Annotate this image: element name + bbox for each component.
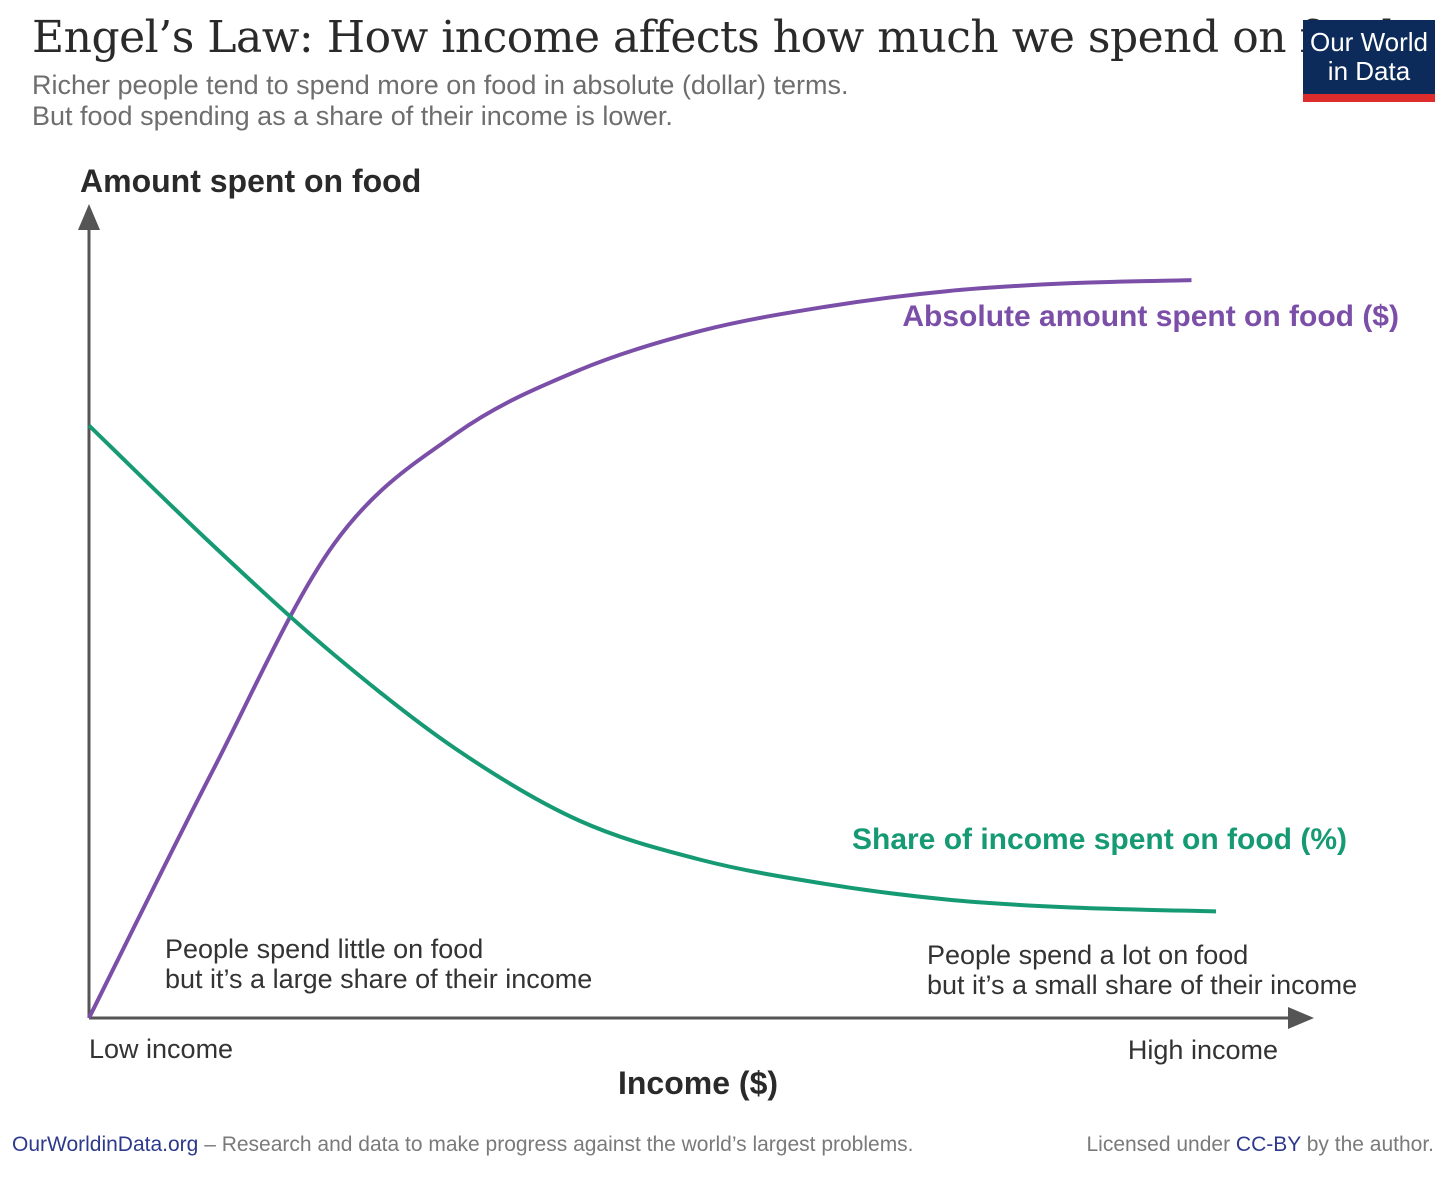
y-axis-label: Amount spent on food — [80, 163, 421, 199]
subtitle-line-2: But food spending as a share of their in… — [32, 101, 673, 131]
license-link[interactable]: CC-BY — [1235, 1133, 1301, 1156]
chart-title: Engel’s Law: How income affects how much… — [32, 12, 1395, 63]
absolute-amount-series-label: Absolute amount spent on food ($) — [902, 300, 1399, 333]
chart-subtitle: Richer people tend to spend more on food… — [32, 70, 848, 132]
x-axis-label: Income ($) — [618, 1065, 778, 1101]
logo-line-1: Our World — [1310, 27, 1428, 57]
high-income-annotation-line-2: but it’s a small share of their income — [927, 970, 1357, 1000]
owid-logo[interactable]: Our World in Data — [1303, 20, 1435, 102]
logo-red-bar — [1303, 94, 1435, 102]
footer-left: OurWorldinData.org – Research and data t… — [12, 1133, 914, 1157]
footer-tagline: – Research and data to make progress aga… — [198, 1133, 914, 1156]
low-income-annotation-line-2: but it’s a large share of their income — [165, 964, 592, 994]
logo-line-2: in Data — [1327, 56, 1411, 86]
subtitle-line-1: Richer people tend to spend more on food… — [32, 70, 849, 100]
share-of-income-line — [87, 424, 1217, 914]
x-start-label: Low income — [89, 1034, 233, 1064]
x-end-label: High income — [1128, 1035, 1278, 1065]
share-of-income-series-label: Share of income spent on food (%) — [852, 823, 1347, 856]
footer-license-pre: Licensed under — [1086, 1133, 1236, 1156]
footer-site-link[interactable]: OurWorldinData.org — [12, 1133, 199, 1156]
footer-license-post: by the author. — [1300, 1133, 1434, 1156]
y-axis-arrow-icon — [78, 204, 100, 230]
footer-right: Licensed under CC-BY by the author. — [1086, 1133, 1434, 1157]
high-income-annotation-line-1: People spend a lot on food — [927, 940, 1248, 970]
x-axis-arrow-icon — [1288, 1007, 1314, 1029]
absolute-amount-line — [87, 278, 1192, 1019]
low-income-annotation-line-1: People spend little on food — [165, 934, 483, 964]
